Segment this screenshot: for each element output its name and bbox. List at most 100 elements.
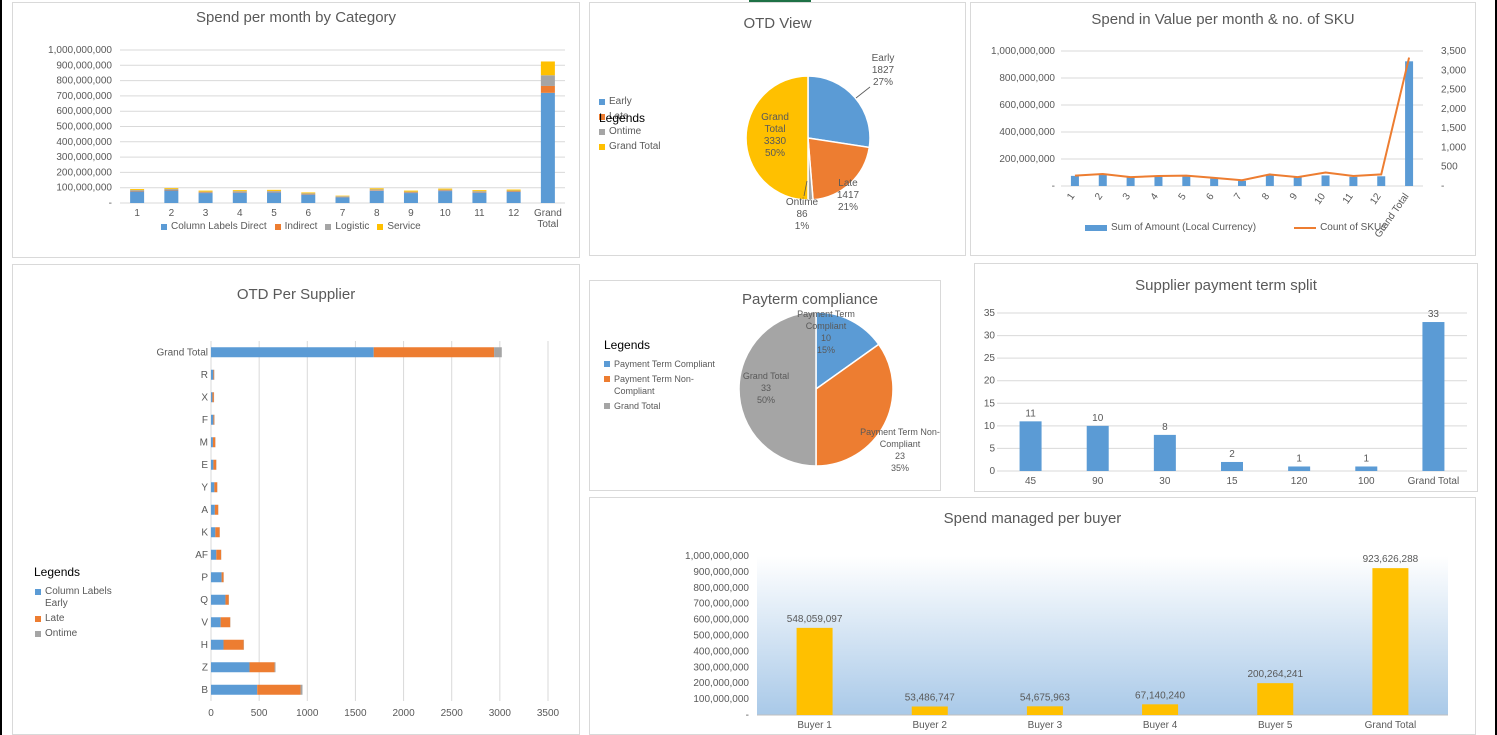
y-tick-label: 1,000,000,000: [991, 46, 1055, 57]
bar-segment: [130, 189, 145, 191]
y2-tick-label: 500: [1441, 162, 1458, 173]
x-tick-label: 12: [1368, 191, 1384, 207]
bar-segment: [211, 482, 215, 493]
y-tick-label: 500,000,000: [693, 631, 749, 642]
bar-segment: [198, 193, 213, 203]
y-tick-label: M: [200, 437, 208, 448]
supplier-payment-term-chart: 35 30 25 20 15 10 5 0 11 45 10 90 8 30 2 15 1 120 1 100 33 Gr…: [984, 308, 1467, 487]
y-tick-label: 10: [984, 421, 996, 432]
legend-item-direct: Column Labels Direct: [161, 221, 267, 233]
x-tick-label: 6: [1204, 191, 1216, 202]
data-label: 33: [1428, 309, 1440, 320]
y2-tick-label: 1,500: [1441, 123, 1466, 134]
bar: [1182, 176, 1191, 186]
data-label: 8: [1162, 422, 1168, 433]
data-label-late: Late: [838, 178, 858, 189]
data-label-non-compliant: Payment Term Non-: [860, 427, 940, 437]
bar-segment: [267, 192, 282, 203]
bar-segment: [211, 392, 213, 403]
pie-slice: [738, 311, 817, 467]
data-label: 11: [1025, 408, 1036, 419]
x-tick-label: Buyer 3: [1028, 720, 1063, 731]
spend-sku-panel: Spend in Value per month & no. of SKU 1,…: [970, 2, 1476, 256]
bar-segment: [198, 190, 213, 192]
spend-by-category-chart: 1,000,000,000 900,000,000 800,000,000 700,0…: [48, 45, 565, 230]
y-tick-label: 5: [989, 443, 995, 454]
x-tick-label: 7: [340, 208, 346, 219]
bar-segment: [267, 190, 282, 192]
bar-segment: [472, 192, 487, 203]
bar-segment: [494, 347, 502, 358]
y-tick-label: B: [201, 685, 208, 696]
bar-segment: [274, 662, 276, 673]
x-tick-label: Grand: [534, 208, 562, 219]
x-tick-label: 1000: [296, 708, 319, 719]
pie-slice: [807, 137, 871, 201]
bar-segment: [438, 189, 453, 191]
y-tick-label: 800,000,000: [693, 583, 749, 594]
data-label-grand-total: Grand: [761, 112, 789, 123]
y-tick-label: 400,000,000: [999, 127, 1055, 138]
plot-area: [757, 556, 1448, 715]
chart-title: OTD View: [743, 15, 812, 32]
chart-title: Payterm compliance: [742, 291, 878, 308]
bar-segment: [249, 662, 275, 673]
bar-segment: [472, 191, 487, 193]
legend-item-ontime: Ontime: [599, 126, 661, 138]
bar: [796, 627, 833, 715]
data-label-early: Early: [872, 53, 895, 64]
x-tick-label: 6: [305, 208, 311, 219]
bar-segment: [232, 191, 247, 193]
otd-per-supplier-chart: 0 500 1000 1500 2000 2500 3000 3500 Grand Total R…: [156, 341, 560, 719]
data-label-grand-total: 50%: [765, 148, 785, 159]
chart-title: Supplier payment term split: [1135, 277, 1317, 294]
x-tick-label: 10: [1313, 191, 1329, 207]
bar-segment: [257, 684, 301, 695]
y2-tick-label: 3,500: [1441, 46, 1466, 57]
bar-segment: [211, 594, 226, 605]
bar-segment: [211, 662, 250, 673]
y-tick-label: 800,000,000: [999, 73, 1055, 84]
bar-segment: [540, 75, 555, 86]
y-tick-label: H: [201, 640, 208, 651]
chart-legend: Early Late Ontime Grand Total: [599, 96, 661, 156]
x-tick-label: Buyer 2: [913, 720, 948, 731]
x-tick-label: 8: [374, 208, 380, 219]
pie-slice: [815, 311, 880, 391]
bar-segment: [301, 194, 316, 203]
x-tick-label: 1500: [344, 708, 367, 719]
payterm-compliance-panel: Payterm compliance Payment Term Compliant…: [589, 280, 941, 491]
x-tick-label: 120: [1291, 476, 1308, 487]
y-tick-label: 100,000,000: [56, 183, 112, 194]
x-tick-label: 3000: [489, 708, 512, 719]
bar: [1019, 421, 1042, 471]
bar: [1086, 425, 1109, 471]
y-tick-label: 800,000,000: [56, 76, 112, 87]
bar-segment: [198, 191, 213, 193]
bar: [1265, 175, 1274, 186]
y-tick-label: 700,000,000: [693, 599, 749, 610]
data-label-late: 1417: [837, 190, 860, 201]
chart-title: Spend per month by Category: [195, 9, 397, 26]
data-label-non-compliant: Compliant: [880, 439, 921, 449]
bar-segment: [164, 188, 179, 190]
bar-segment: [211, 369, 214, 380]
chart-legend: Column Labels Early Late Ontime: [35, 586, 125, 643]
bar-segment: [232, 192, 247, 203]
bar-segment: [164, 189, 179, 190]
data-label: 54,675,963: [1020, 692, 1070, 703]
bar: [1210, 178, 1219, 186]
x-tick-label: 15: [1226, 476, 1238, 487]
bar-segment: [369, 188, 384, 190]
y-tick-label: 500,000,000: [56, 122, 112, 133]
legend-item-grand-total: Grand Total: [604, 400, 729, 412]
x-tick-label: 3500: [537, 708, 560, 719]
legend-title: Legends: [34, 565, 81, 579]
bar-segment: [506, 189, 521, 191]
legend-item-service: Service: [377, 221, 421, 233]
bar-segment: [211, 459, 214, 470]
bar-segment: [300, 684, 303, 695]
legend-item-logistic: Logistic: [325, 221, 369, 233]
x-tick-label: 45: [1025, 476, 1037, 487]
